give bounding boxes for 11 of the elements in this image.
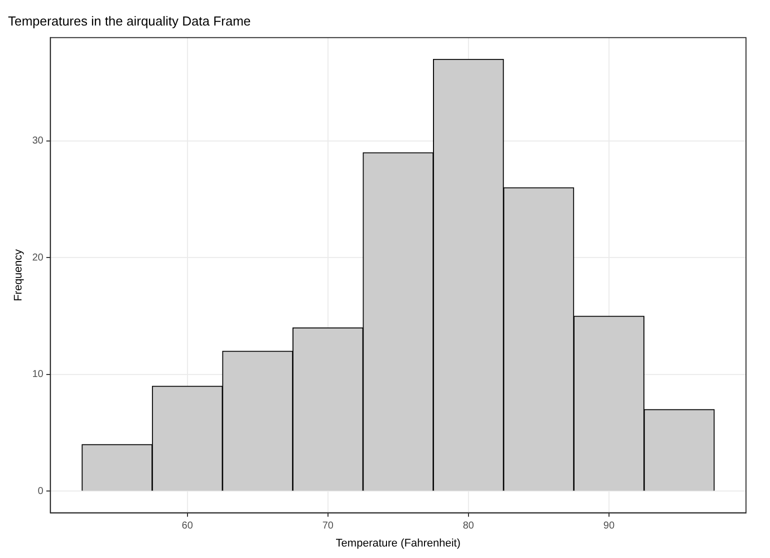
y-tick-label: 20 [32, 252, 44, 264]
y-tick-label: 0 [38, 486, 44, 497]
chart-title: Temperatures in the airquality Data Frame [8, 13, 251, 28]
y-tick-label: 30 [32, 136, 44, 147]
y-tick-label: 10 [32, 369, 44, 380]
x-tick-label: 80 [462, 520, 474, 532]
x-tick-label: 70 [322, 520, 334, 532]
x-tick-label: 90 [603, 520, 615, 532]
y-axis-title: Frequency [12, 248, 25, 302]
x-tick-label: 60 [182, 520, 194, 532]
x-axis-title: Temperature (Fahrenheit) [336, 537, 461, 550]
